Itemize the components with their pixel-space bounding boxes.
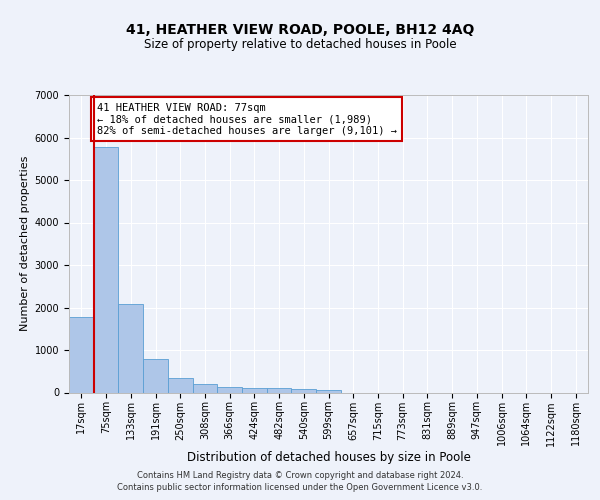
Bar bbox=[267, 388, 292, 392]
Bar bbox=[193, 384, 217, 392]
Bar bbox=[316, 390, 341, 392]
Text: Size of property relative to detached houses in Poole: Size of property relative to detached ho… bbox=[143, 38, 457, 51]
Text: 41, HEATHER VIEW ROAD, POOLE, BH12 4AQ: 41, HEATHER VIEW ROAD, POOLE, BH12 4AQ bbox=[126, 22, 474, 36]
Y-axis label: Number of detached properties: Number of detached properties bbox=[20, 156, 31, 332]
Text: Contains public sector information licensed under the Open Government Licence v3: Contains public sector information licen… bbox=[118, 483, 482, 492]
Bar bbox=[292, 389, 316, 392]
Bar bbox=[143, 358, 168, 392]
Text: 41 HEATHER VIEW ROAD: 77sqm
← 18% of detached houses are smaller (1,989)
82% of : 41 HEATHER VIEW ROAD: 77sqm ← 18% of det… bbox=[97, 102, 397, 136]
Bar bbox=[118, 304, 143, 392]
Bar bbox=[242, 388, 267, 392]
Bar bbox=[94, 148, 118, 392]
Text: Contains HM Land Registry data © Crown copyright and database right 2024.: Contains HM Land Registry data © Crown c… bbox=[137, 472, 463, 480]
Bar bbox=[217, 388, 242, 392]
Bar bbox=[69, 317, 94, 392]
Bar bbox=[168, 378, 193, 392]
X-axis label: Distribution of detached houses by size in Poole: Distribution of detached houses by size … bbox=[187, 451, 470, 464]
